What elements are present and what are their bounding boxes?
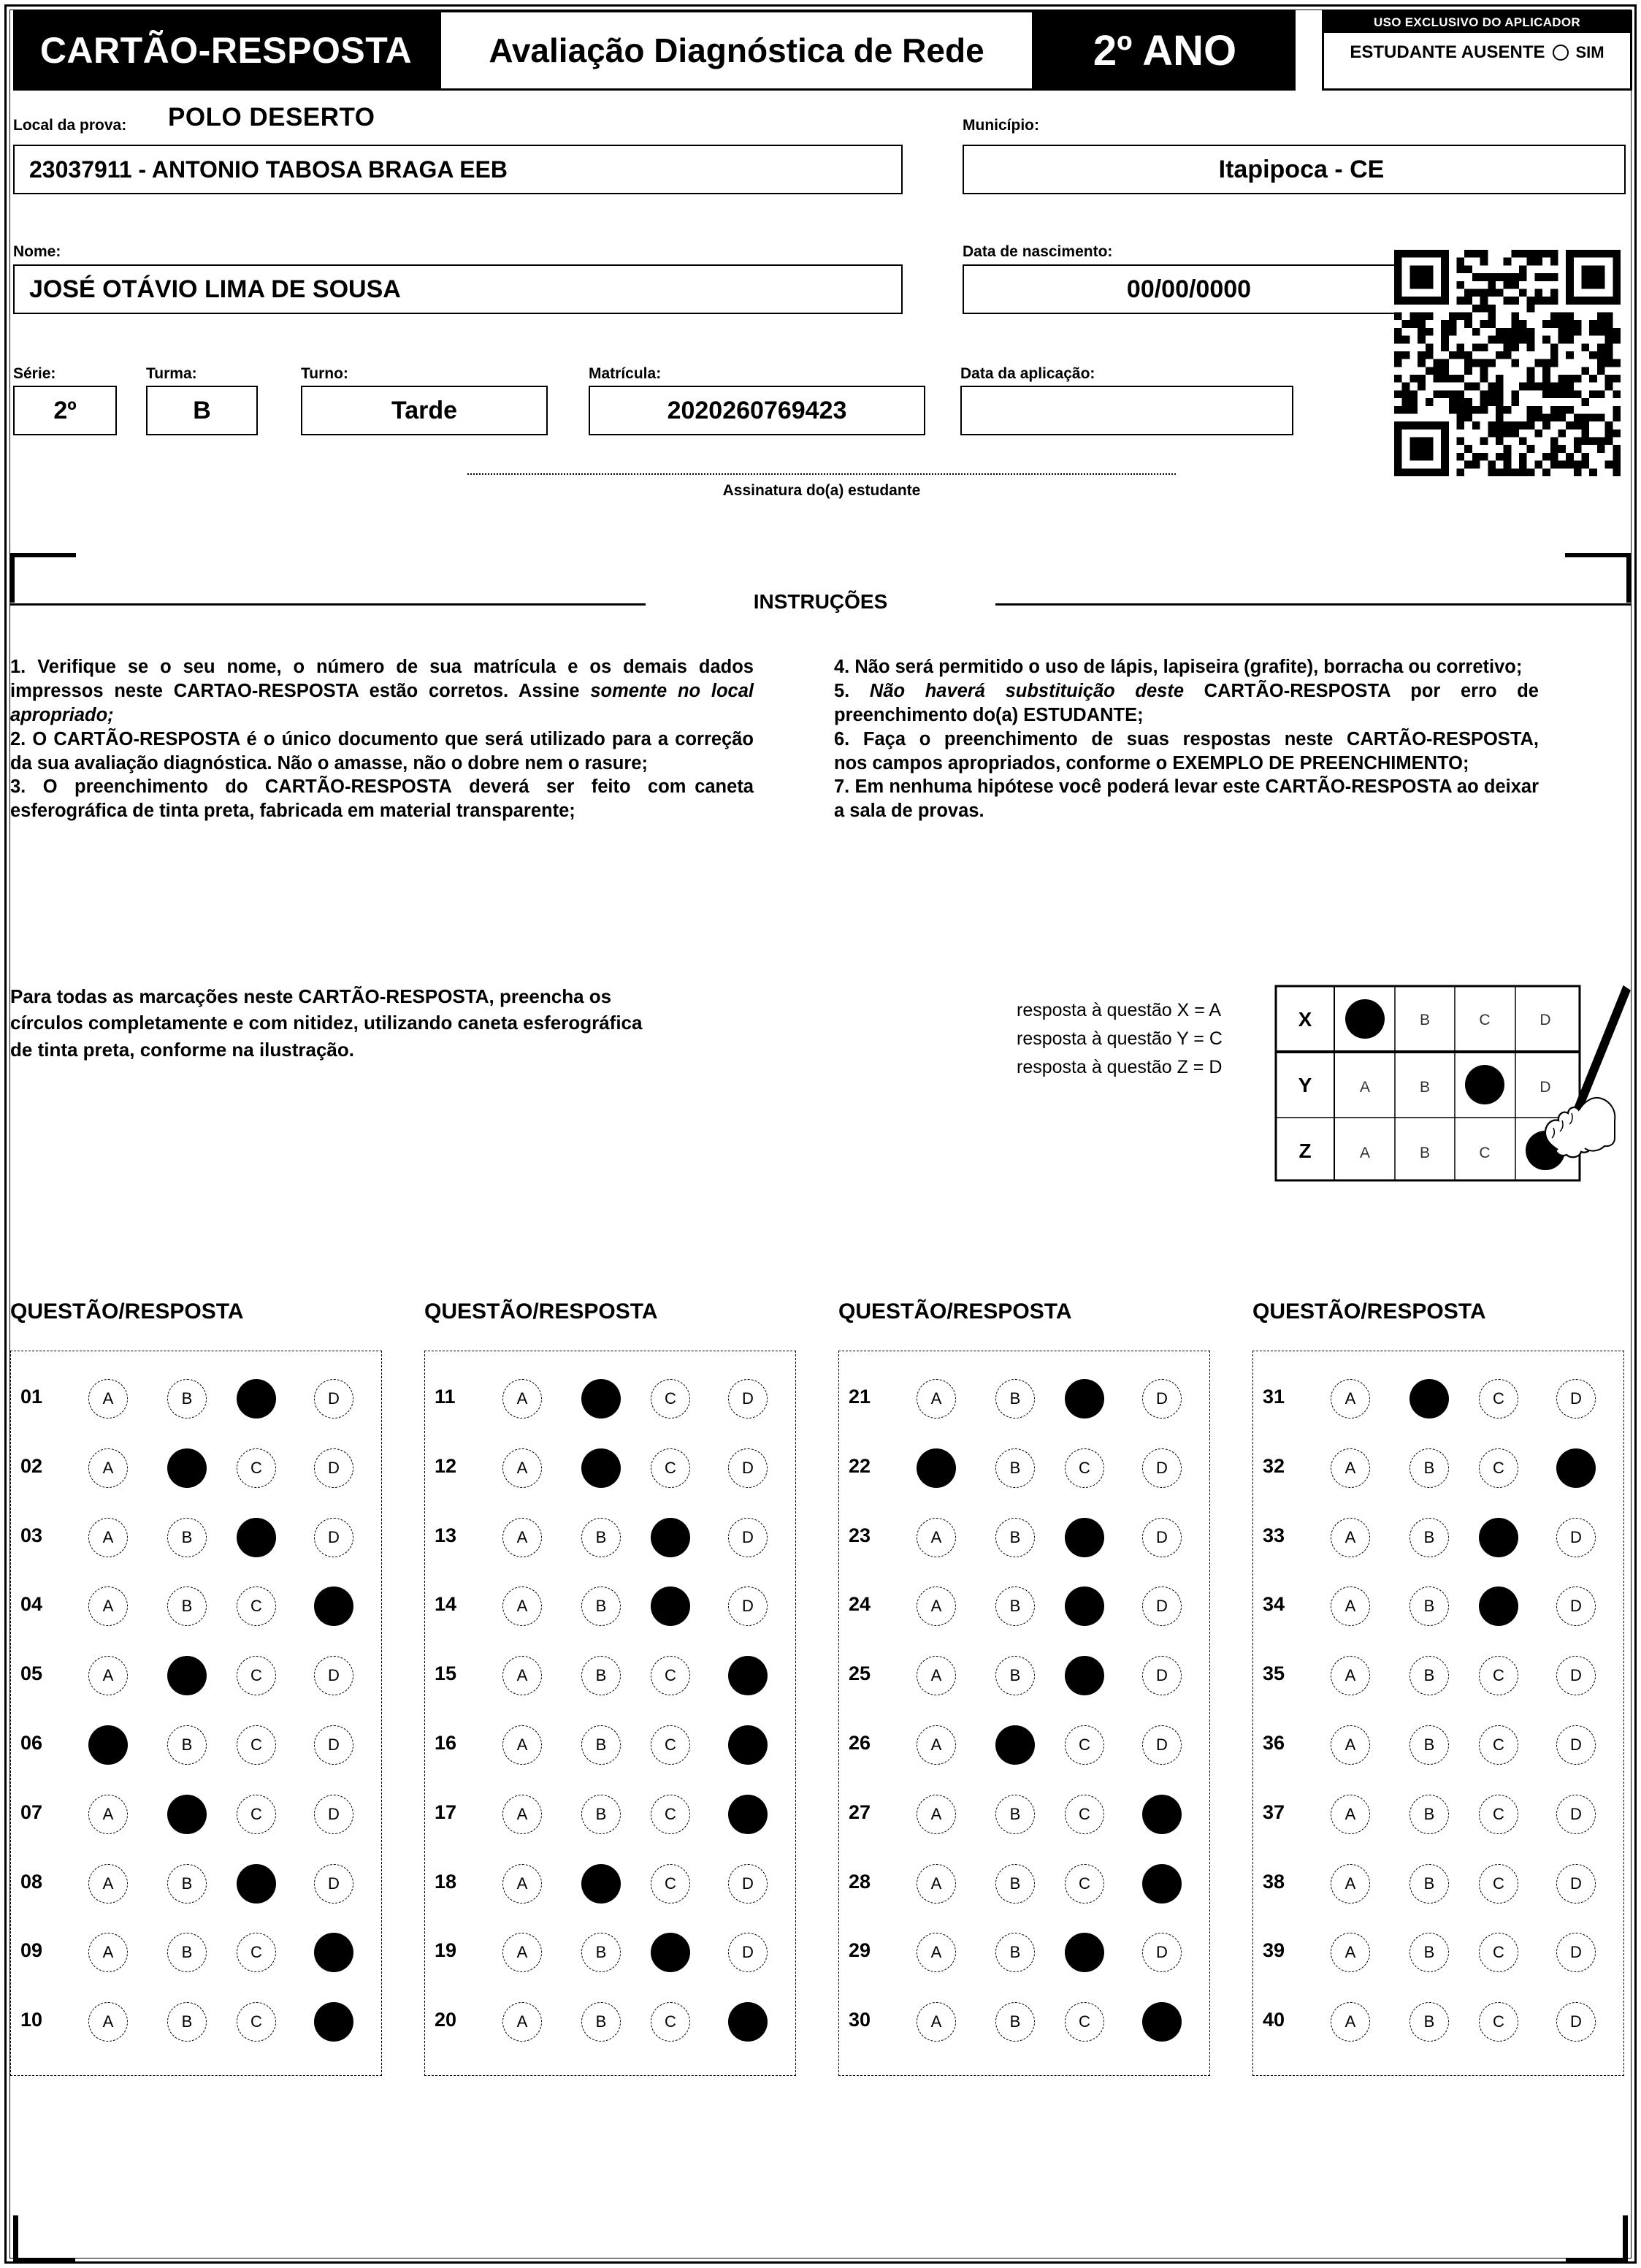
svg-text:B: B bbox=[1420, 1145, 1430, 1161]
svg-text:B: B bbox=[1420, 1012, 1430, 1028]
svg-text:A: A bbox=[1360, 1079, 1370, 1096]
svg-text:A: A bbox=[1360, 1145, 1370, 1161]
svg-text:D: D bbox=[1539, 1079, 1550, 1096]
svg-text:C: C bbox=[1479, 1012, 1490, 1028]
svg-text:D: D bbox=[1539, 1012, 1550, 1028]
svg-text:Y: Y bbox=[1298, 1074, 1312, 1096]
svg-text:Z: Z bbox=[1298, 1139, 1311, 1162]
svg-text:X: X bbox=[1298, 1008, 1312, 1031]
svg-text:B: B bbox=[1420, 1079, 1430, 1096]
svg-text:C: C bbox=[1479, 1145, 1490, 1161]
